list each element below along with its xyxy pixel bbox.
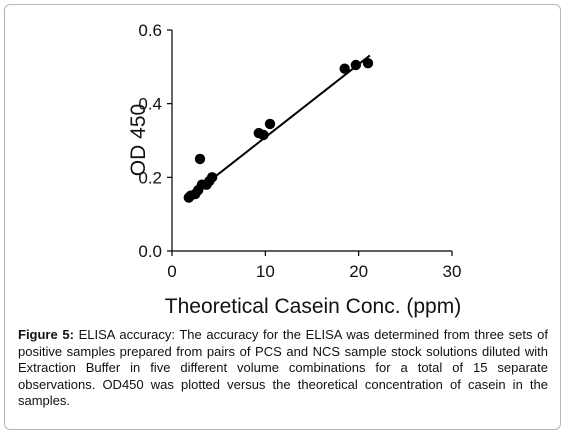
- caption-text: ELISA accuracy: The accuracy for the ELI…: [18, 327, 548, 408]
- data-point: [194, 153, 206, 165]
- data-point: [258, 129, 269, 141]
- trendline: [188, 54, 371, 199]
- data-point: [362, 57, 374, 69]
- x-tick-label: 10: [256, 262, 275, 281]
- figure-panel: [4, 4, 561, 430]
- data-point: [264, 118, 276, 130]
- data-point: [339, 63, 350, 74]
- y-tick-label: 0.0: [138, 242, 162, 261]
- x-tick-label: 30: [443, 262, 462, 281]
- x-axis-title: Theoretical Casein Conc. (ppm): [165, 295, 461, 318]
- y-tick-label: 0.4: [138, 95, 162, 114]
- y-tick-label: 0.6: [138, 21, 162, 40]
- y-tick-label: 0.2: [138, 168, 162, 187]
- data-point: [350, 59, 362, 71]
- x-tick-label: 0: [167, 262, 176, 281]
- x-tick-label: 20: [349, 262, 368, 281]
- y-axis-title: OD 450: [127, 104, 150, 176]
- figure-caption: Figure 5: ELISA accuracy: The accuracy f…: [18, 327, 548, 410]
- scatter-chart: 0.0 0.2 0.4 0.6 0 10 20 30 Theoretical Casein C…: [127, 21, 462, 318]
- data-point: [206, 172, 218, 183]
- caption-label: Figure 5:: [18, 327, 74, 342]
